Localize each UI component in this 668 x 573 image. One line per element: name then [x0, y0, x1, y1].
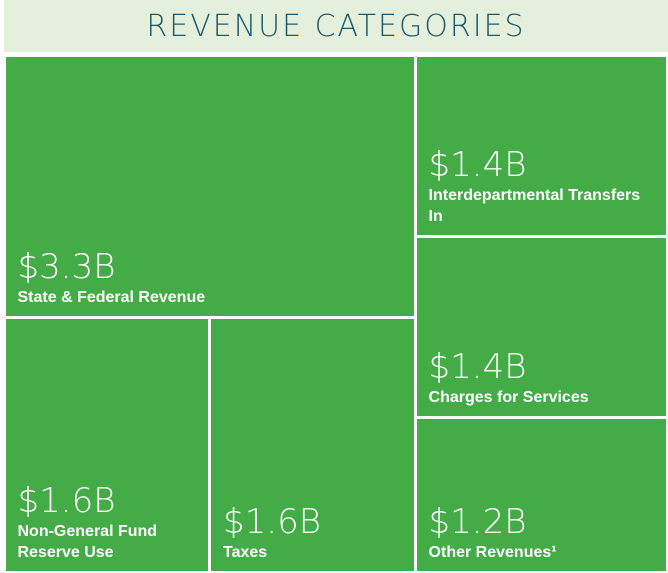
tile: $1.6B Non-General Fund Reserve Use: [5, 319, 209, 572]
chart-title: REVENUE CATEGORIES: [146, 8, 526, 44]
tile: $1.2B Other Revenues¹: [416, 419, 667, 572]
value-label: $1.6B: [17, 481, 116, 522]
category-label: Non-General Fund Reserve Use: [17, 523, 158, 562]
tile-label: $1.6B Taxes: [223, 502, 406, 563]
value-label: $3.3B: [17, 247, 116, 288]
category-label: Charges for Services: [428, 389, 589, 407]
category-label: Other Revenues¹: [428, 544, 557, 562]
category-label: Taxes: [223, 544, 268, 562]
tile-label: $1.2B Other Revenues¹: [429, 502, 659, 563]
category-label: Interdepartmental Transfers In: [428, 186, 641, 225]
tile: $1.4B Interdepartmental Transfers In: [416, 56, 667, 235]
value-label: $1.6B: [223, 502, 321, 543]
value-label: $1.4B: [428, 347, 527, 388]
tile: $1.4B Charges for Services: [416, 237, 667, 417]
title-bar: REVENUE CATEGORIES: [4, 0, 668, 52]
tile-label: $3.3B State & Federal Revenue: [18, 247, 406, 308]
tile: $1.6B Taxes: [211, 319, 414, 572]
tile-label: $1.4B Charges for Services: [429, 347, 659, 408]
value-label: $1.2B: [428, 502, 527, 543]
tile: $3.3B State & Federal Revenue: [5, 56, 414, 317]
category-label: State & Federal Revenue: [17, 289, 206, 307]
value-label: $1.4B: [428, 144, 527, 185]
tile-label: $1.6B Non-General Fund Reserve Use: [18, 481, 201, 563]
tile-label: $1.4B Interdepartmental Transfers In: [429, 145, 659, 227]
